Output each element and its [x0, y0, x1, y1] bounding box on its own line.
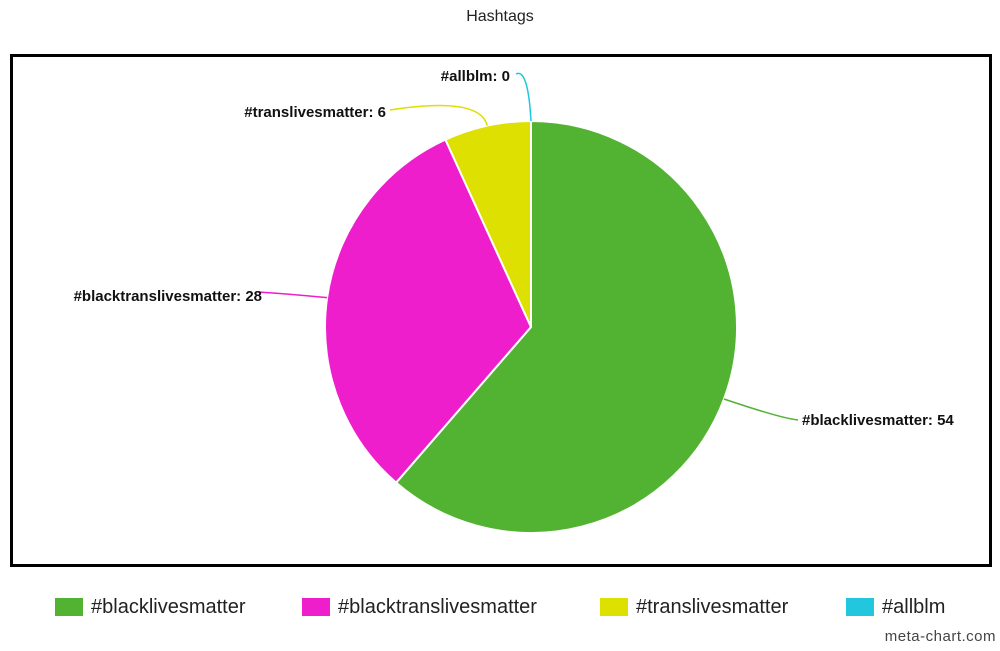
slice-label-allblm: #allblm: 0 [441, 68, 510, 85]
legend: #blacklivesmatter #blacktranslivesmatter… [0, 594, 1000, 620]
legend-label: #blacklivesmatter [91, 595, 246, 618]
legend-label: #allblm [882, 595, 946, 618]
legend-swatch [302, 598, 330, 616]
legend-item-blacklivesmatter[interactable]: #blacklivesmatter [55, 594, 246, 620]
legend-swatch [600, 598, 628, 616]
slice-label-translivesmatter: #translivesmatter: 6 [244, 104, 386, 121]
leader-line-blacktranslivesmatter [257, 291, 328, 299]
pie-slice-blacktranslivesmatter[interactable] [324, 138, 533, 485]
leader-line-translivesmatter [389, 104, 488, 126]
leader-line-blacklivesmatter [723, 398, 799, 421]
legend-item-allblm[interactable]: #allblm [846, 594, 945, 620]
pie-slice-labels: #blacklivesmatter: 54 #blacktranslivesmat… [74, 68, 955, 429]
pie-leader-lines [257, 72, 799, 421]
legend-swatch [55, 598, 83, 616]
pie-slice-blacklivesmatter[interactable] [394, 119, 738, 534]
legend-label: #blacktranslivesmatter [338, 595, 537, 618]
legend-item-translivesmatter[interactable]: #translivesmatter [600, 594, 788, 620]
slice-label-blacktranslivesmatter: #blacktranslivesmatter: 28 [74, 288, 262, 305]
watermark: meta-chart.com [884, 628, 996, 645]
slice-label-blacklivesmatter: #blacklivesmatter: 54 [802, 412, 954, 429]
pie-slices [324, 119, 738, 534]
chart-title: Hashtags [466, 8, 534, 25]
legend-item-blacktranslivesmatter[interactable]: #blacktranslivesmatter [302, 594, 537, 620]
plot-frame [10, 54, 992, 567]
leader-line-allblm [515, 72, 532, 122]
legend-swatch [846, 598, 874, 616]
legend-label: #translivesmatter [636, 595, 789, 618]
